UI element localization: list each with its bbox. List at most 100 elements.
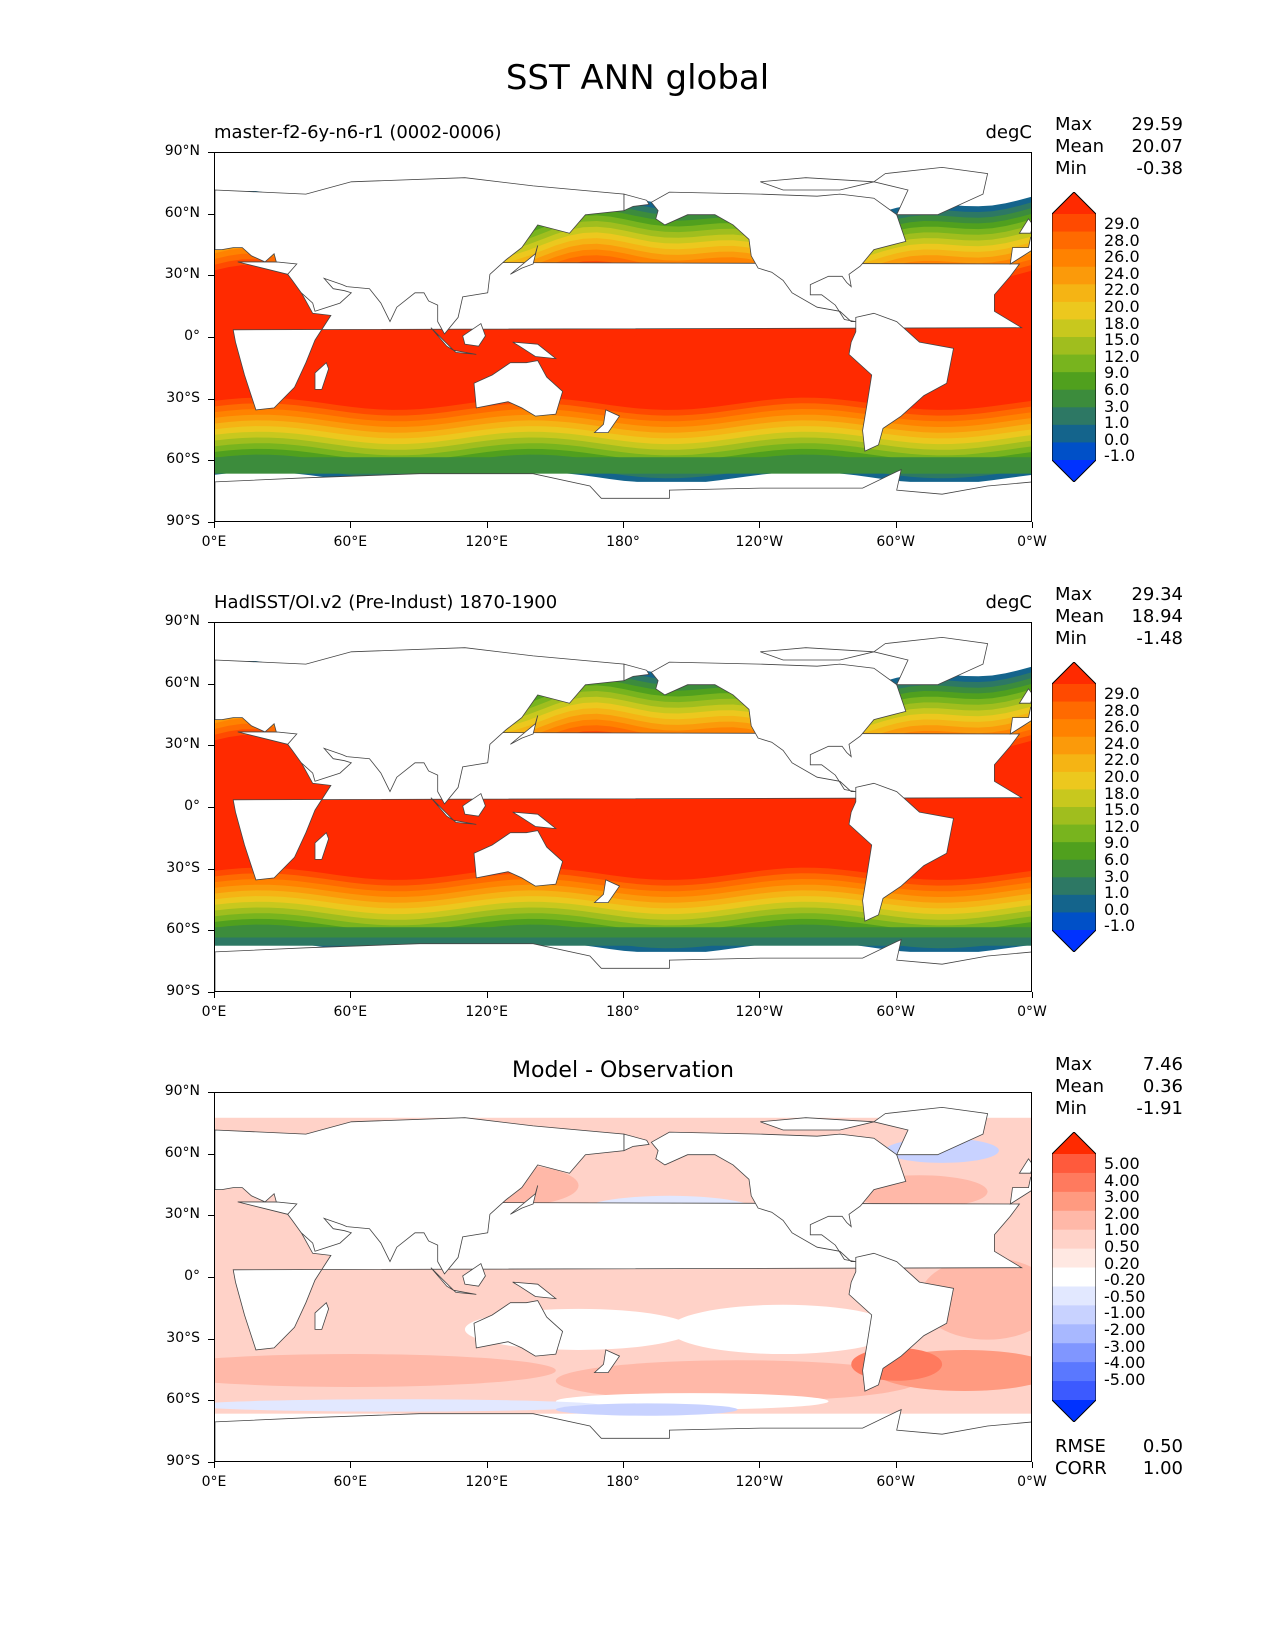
coastline xyxy=(760,177,874,191)
lat-tick-mark xyxy=(208,807,214,808)
colorbar-segment xyxy=(1052,1286,1096,1306)
coastline xyxy=(215,177,625,335)
coastline xyxy=(1009,706,1031,735)
colorbar-tick-label: 24.0 xyxy=(1104,733,1140,753)
stat-label: Max xyxy=(1055,1054,1093,1075)
colorbar-segment xyxy=(1052,1210,1096,1231)
map-canvas xyxy=(215,623,1031,991)
lon-tick-label: 0°E xyxy=(201,1474,227,1490)
stat-label: Mean xyxy=(1055,1076,1105,1097)
lat-tick-mark xyxy=(208,1400,214,1402)
stat-value: 0.50 xyxy=(1142,1436,1183,1457)
stat-label: Max xyxy=(1055,584,1093,605)
colorbar-segment xyxy=(1052,249,1096,268)
stats-box: Max 29.59 Mean 20.07 Min -0.38 xyxy=(1055,114,1183,180)
lon-tick-mark xyxy=(623,992,624,998)
lon-tick-mark xyxy=(759,522,761,528)
coastline xyxy=(848,782,954,922)
colorbar-segment xyxy=(1052,389,1096,408)
colorbar-segment xyxy=(1052,1154,1096,1174)
coastline xyxy=(760,647,874,661)
panel-units: degC xyxy=(985,592,1033,613)
lon-tick-mark xyxy=(214,992,215,998)
lat-tick-label: 90°N xyxy=(164,1083,200,1099)
lat-tick-label: 90°N xyxy=(164,143,200,159)
colorbar-labels: 29.0 28.0 26.0 24.0 22.0 20.0 18.0 15.0 12.0 9.0 6… xyxy=(1104,685,1140,935)
coastline xyxy=(215,1408,1031,1461)
stat-value: 7.46 xyxy=(1142,1054,1183,1075)
colorbar-segment xyxy=(1052,1248,1096,1269)
coastline xyxy=(623,663,650,682)
coastline xyxy=(462,792,486,817)
colorbar-segment xyxy=(1052,266,1096,285)
diff-contour-blob xyxy=(215,1354,556,1387)
colorbar-segment xyxy=(1052,877,1096,896)
lon-tick-mark xyxy=(895,522,897,528)
coastline xyxy=(872,1106,989,1156)
lon-tick-label: 0°W xyxy=(1017,534,1047,550)
colorbar-tick-label: 20.0 xyxy=(1104,296,1140,316)
colorbar-tick-label: 15.0 xyxy=(1104,800,1140,820)
colorbar-extend-max xyxy=(1052,662,1096,684)
lon-tick-label: 120°E xyxy=(465,534,508,550)
lat-tick-mark xyxy=(208,213,214,215)
colorbar-tick-label: 1.0 xyxy=(1104,883,1130,903)
lat-tick-label: 30°N xyxy=(164,266,200,283)
lat-tick-label: 30°S xyxy=(166,859,200,876)
colorbar-segment xyxy=(1052,1229,1096,1250)
stat-value: 20.07 xyxy=(1131,136,1183,157)
colorbar-labels: 5.00 4.00 3.00 2.00 1.00 0.50 0.20 -0.20 -0.50 -1… xyxy=(1104,1155,1145,1388)
stats-box: Max 7.46 Mean 0.36 Min -1.91 xyxy=(1055,1054,1183,1120)
colorbar-segment xyxy=(1052,1381,1096,1401)
coastline xyxy=(1018,688,1031,704)
lat-tick-label: 0° xyxy=(184,328,200,344)
colorbar-tick-label: 0.0 xyxy=(1104,899,1130,919)
diff-contour-blob xyxy=(669,1304,897,1355)
colorbar-tick-label: 4.00 xyxy=(1104,1170,1140,1190)
coastline xyxy=(473,1300,564,1357)
lon-tick-label: 60°W xyxy=(876,1474,915,1490)
colorbar-tick-label: 9.0 xyxy=(1104,833,1130,853)
stat-label: RMSE xyxy=(1055,1436,1106,1457)
lat-tick-label: 60°N xyxy=(164,674,200,691)
coastline xyxy=(430,1267,454,1291)
lon-tick-label: 60°E xyxy=(333,1004,368,1020)
colorbar-segment xyxy=(1052,684,1096,703)
colorbar-segment xyxy=(1052,442,1096,461)
colorbar-tick-label: 1.00 xyxy=(1104,1220,1140,1240)
stat-value: -0.38 xyxy=(1136,158,1183,179)
coastline xyxy=(760,1117,874,1131)
lon-tick-mark xyxy=(1032,522,1033,528)
colorbar-segment xyxy=(1052,771,1096,790)
lon-tick-label: 0°E xyxy=(201,534,227,550)
lat-tick-label: 90°N xyxy=(164,613,200,629)
stat-value: 29.34 xyxy=(1131,584,1183,605)
lon-tick-label: 60°E xyxy=(333,1474,368,1490)
colorbar-segment xyxy=(1052,859,1096,878)
colorbar-tick-label: 3.0 xyxy=(1104,396,1130,416)
lon-tick-label: 120°W xyxy=(735,534,784,550)
lat-tick-label: 30°N xyxy=(164,1206,200,1223)
colorbar-tick-label: 28.0 xyxy=(1104,700,1140,720)
lon-tick-mark xyxy=(895,992,897,998)
colorbar-extend-min xyxy=(1052,930,1096,952)
lat-tick-label: 60°S xyxy=(166,1391,200,1408)
lat-tick-mark xyxy=(208,1462,214,1463)
lon-tick-label: 120°E xyxy=(465,1474,508,1490)
colorbar-segment xyxy=(1052,1324,1096,1344)
coastline xyxy=(872,636,989,686)
coastline xyxy=(848,312,954,452)
colorbar-segment xyxy=(1052,824,1096,843)
colorbar-segment xyxy=(1052,1191,1096,1212)
coastline xyxy=(1018,1158,1031,1174)
stat-value: 29.59 xyxy=(1131,114,1183,135)
coastline xyxy=(510,1185,539,1215)
sst-map xyxy=(214,152,1032,522)
lon-tick-mark xyxy=(486,992,488,998)
lat-tick-label: 90°S xyxy=(166,1453,200,1469)
diff-contour-blob xyxy=(215,1399,602,1412)
coastline xyxy=(452,1289,477,1295)
colorbar-segment xyxy=(1052,1305,1096,1325)
colorbar xyxy=(1051,1131,1097,1423)
coastline xyxy=(1018,218,1031,234)
